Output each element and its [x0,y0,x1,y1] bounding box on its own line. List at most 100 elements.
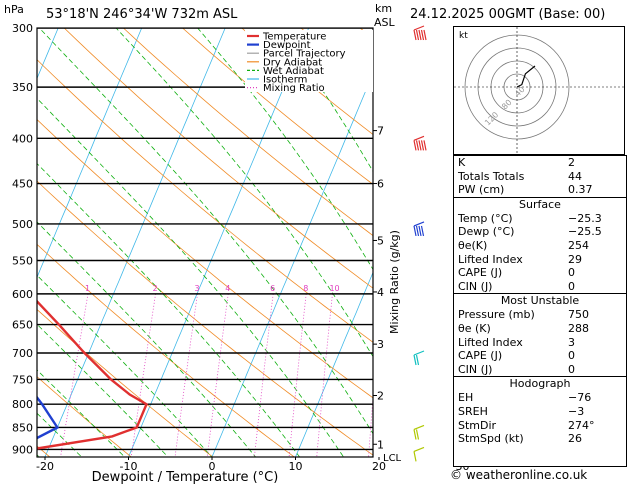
location-title: 53°18'N 246°34'W 732m ASL [46,7,238,22]
row-value: 26 [568,432,582,446]
row-label: StmSpd (kt) [458,432,524,446]
dry-adiabat-line [37,376,132,457]
legend-label: Dry Adiabat [263,57,322,68]
wind-barbs [413,25,427,462]
wet-adiabat-line [37,162,301,457]
table-row: SREH −3 [454,405,626,419]
x-tick-label: -20 [36,460,54,473]
wind-barb-shaft [413,135,425,141]
plot-frame [36,27,374,458]
row-label: Dewp (°C) [458,225,515,239]
wind-barb-flag [413,451,417,462]
table-row: CIN (J) 0 [454,280,626,294]
wind-barb-flag [413,140,417,151]
wind-barb-flag [413,354,417,366]
mixing-ratio-label: 6 [270,284,275,293]
km-axis-label: km [375,2,393,15]
wet-adiabat-line [37,369,126,457]
table-row: Temp (°C) −25.3 [454,212,626,226]
wind-barb-flag [423,29,427,41]
pressure-tick-label: 550 [12,255,33,268]
mixing-ratio-label: 4 [225,284,230,293]
hodograph-table-block: Hodograph EH −76 SREH −3 StmDir 274° StmSpd (k… [454,376,626,445]
hpa-axis-label: hPa [4,3,24,16]
wind-barb-flag [423,140,427,151]
row-label: θe(K) [458,238,488,252]
row-value: 0 [568,349,575,363]
row-value: −76 [568,391,592,405]
table-row: CIN (J) 0 [454,363,626,377]
mixing-ratio-line [130,293,156,457]
legend-label: Dewpoint [263,40,311,51]
x-tick-label: -10 [120,460,138,473]
wet-adiabat-line [115,28,373,358]
mixing-ratio-label: 10 [329,284,339,293]
temperature-line [37,299,149,450]
isotherm-line [128,28,310,457]
row-label: StmDir [458,418,497,432]
km-tick-label: 4 [377,286,384,299]
wind-barb-shaft [413,446,425,452]
row-label: Lifted Index [458,335,523,349]
row-label: SREH [458,404,488,418]
mixing-ratio-line [316,293,333,457]
dry-adiabat-line [37,180,373,456]
wind-barb-flag [420,225,425,237]
km-tick-label: 2 [377,389,384,402]
row-value: −25.3 [568,211,602,225]
surface-title: Surface [519,197,561,211]
dry-adiabat-line [37,243,295,457]
row-value: 29 [568,252,582,266]
wind-barb-flag [418,29,422,41]
mixing-ratio-line [368,393,373,457]
skewt-axes: 300350400450500550600650700750800850900-… [12,22,470,485]
most-unstable-block: Most Unstable Pressure (mb) 750 θe (K) 288 L… [454,293,626,376]
pressure-tick-label: 600 [12,288,33,301]
wet-adiabat-line [39,28,373,435]
indices-block: K 2 Totals Totals 44 PW (cm) 0.37 [454,156,626,197]
hodograph-unit-label: kt [459,31,468,41]
row-label: Temp (°C) [458,211,513,225]
table-row: CAPE (J) 0 [454,349,626,363]
wind-barb-flag [420,140,425,151]
row-label: Totals Totals [458,169,525,183]
hodograph-ring-label: 80 [500,98,514,112]
wind-barb [413,446,425,462]
pressure-tick-label: 650 [12,319,33,332]
pressure-tick-label: 850 [12,421,33,434]
wind-barb-flag [415,354,420,366]
wind-barb-shaft [413,221,425,227]
row-value: −25.5 [568,225,602,239]
wind-barb-flag [415,429,420,440]
mixing-ratio-line [253,293,274,457]
surface-block: Surface Temp (°C) −25.3 Dewp (°C) −25.5 θe(K… [454,196,626,294]
row-value: 274° [568,418,595,432]
dry-adiabat-line [123,28,373,237]
wind-barb-flag [415,29,420,41]
row-value: 288 [568,321,589,335]
pressure-tick-label: 800 [12,398,33,411]
table-row: θe (K) 288 [454,322,626,336]
wind-barb [413,350,425,366]
most-unstable-title: Most Unstable [500,294,580,308]
row-label: Pressure (mb) [458,308,535,322]
isotherm-line [37,28,143,279]
mixing-ratio-line [288,293,307,457]
asl-axis-label: ASL [374,16,395,29]
table-row: Pressure (mb) 750 [454,308,626,322]
wind-barb-shaft [413,350,425,356]
mixing-ratio-label: 8 [303,284,308,293]
legend-label: Isotherm [263,75,307,86]
pressure-tick-label: 350 [12,81,33,94]
row-label: EH [458,391,474,405]
wind-barb-flag [418,140,422,151]
km-tick-label: 6 [377,178,384,191]
wind-barb-flag [420,29,425,41]
mixing-ratio-label: 1 [85,284,90,293]
wet-adiabat-line [37,323,169,457]
row-label: PW (cm) [458,183,505,197]
row-value: 0 [568,279,575,293]
table-row: PW (cm) 0.37 [454,183,626,197]
